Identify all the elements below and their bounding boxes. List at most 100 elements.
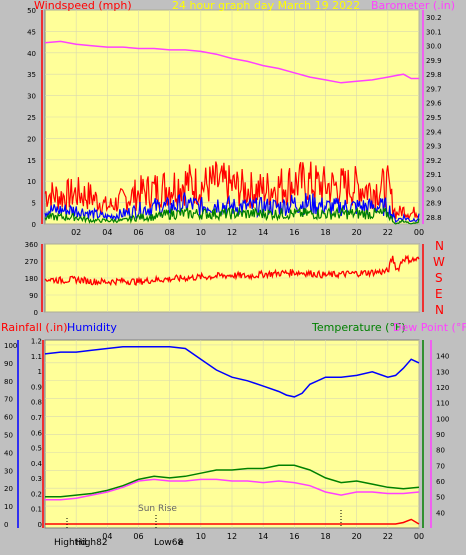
tick-label-temperature: 60 xyxy=(436,478,445,486)
high-value: High82 xyxy=(75,538,107,548)
tick-label-temperature: 110 xyxy=(436,400,449,408)
low-suffix: e xyxy=(178,538,184,548)
tick-label-rainfall: 0.1 xyxy=(31,506,42,514)
tick-label-humidity: 90 xyxy=(4,360,13,368)
rainfall-line xyxy=(45,518,420,525)
temperature-axis-title: Temperature (°F) xyxy=(311,321,406,334)
wind-direction-trace xyxy=(44,254,420,287)
barometer-line xyxy=(44,40,419,84)
tick-label-humidity: 100 xyxy=(4,342,17,350)
tick-label-direction: 90 xyxy=(29,292,38,300)
tick-label-direction: 360 xyxy=(25,241,38,249)
x-tick-label-lower: 10 xyxy=(196,532,206,541)
tick-label-humidity: 30 xyxy=(4,467,13,475)
tick-label-rainfall: 1.2 xyxy=(31,338,42,346)
low-value: Low68 xyxy=(154,538,183,548)
tick-label-temperature: 100 xyxy=(436,415,449,423)
tick-label-barometer: 29.9 xyxy=(426,57,442,65)
tick-label-temperature: 140 xyxy=(436,353,449,361)
tick-label-rainfall: 1 xyxy=(38,368,42,376)
tick-label-barometer: 29.2 xyxy=(426,157,442,165)
tick-label-windspeed: 35 xyxy=(27,71,36,79)
tick-label-windspeed: 20 xyxy=(27,135,36,143)
tick-label-humidity: 70 xyxy=(4,396,13,404)
tick-label-windspeed: 15 xyxy=(27,157,36,165)
low-tide-label: Low68e xyxy=(154,538,184,548)
tick-label-rainfall: 0.3 xyxy=(31,475,42,483)
tick-label-barometer: 29.3 xyxy=(426,143,442,151)
tick-label-barometer: 30.0 xyxy=(426,43,442,51)
tick-label-humidity: 40 xyxy=(4,449,13,457)
tick-label-temperature: 40 xyxy=(436,509,445,517)
tick-label-rainfall: 0.7 xyxy=(31,414,42,422)
tick-label-rainfall: 0 xyxy=(38,521,42,529)
tick-label-windspeed: 25 xyxy=(27,114,36,122)
dewpoint-axis-title: Dew Point (°F) xyxy=(393,321,466,334)
rainfall-axis-title: Rainfall (.in) xyxy=(1,321,68,334)
barometer-axis-title: Barometer (.in) xyxy=(371,0,455,12)
tick-label-rainfall: 0.2 xyxy=(31,490,42,498)
tick-label-windspeed: 5 xyxy=(32,200,36,208)
tick-label-barometer: 29.8 xyxy=(426,71,442,79)
tick-label-barometer: 28.8 xyxy=(426,214,442,222)
tick-label-humidity: 0 xyxy=(4,521,8,529)
x-tick-label-wind: 00 xyxy=(414,228,424,237)
x-tick-label-wind: 02 xyxy=(71,228,81,237)
x-tick-label-wind: 10 xyxy=(196,228,206,237)
x-tick-label-lower: 00 xyxy=(414,532,424,541)
tick-label-windspeed: 50 xyxy=(27,7,36,15)
compass-label-e: E xyxy=(435,287,443,301)
tick-label-barometer: 28.9 xyxy=(426,200,442,208)
humidity-line xyxy=(44,345,420,398)
tick-label-temperature: 70 xyxy=(436,462,445,470)
tick-label-barometer: 30.1 xyxy=(426,28,442,36)
tick-label-windspeed: 0 xyxy=(32,221,36,229)
x-tick-label-wind: 08 xyxy=(165,228,175,237)
tick-label-temperature: 90 xyxy=(436,431,445,439)
tick-label-windspeed: 40 xyxy=(27,50,36,58)
tick-label-humidity: 80 xyxy=(4,378,13,386)
humidity-axis-title: Humidity xyxy=(67,321,117,334)
tick-label-direction: 180 xyxy=(25,275,38,283)
sunrise-label: Sun Rise xyxy=(138,504,177,514)
x-tick-label-wind: 06 xyxy=(133,228,143,237)
tick-label-humidity: 20 xyxy=(4,485,13,493)
tick-label-humidity: 60 xyxy=(4,414,13,422)
x-tick-label-wind: 04 xyxy=(102,228,112,237)
tick-label-windspeed: 10 xyxy=(27,178,36,186)
windspeed-axis-title: Windspeed (mph) xyxy=(34,0,132,12)
high-tide-label: HightidHigh82 xyxy=(54,538,108,548)
tick-label-rainfall: 0.9 xyxy=(31,383,42,391)
x-tick-label-wind: 12 xyxy=(227,228,237,237)
x-tick-label-lower: 12 xyxy=(227,532,237,541)
tick-label-rainfall: 1.1 xyxy=(31,353,42,361)
tick-label-direction: 270 xyxy=(25,258,38,266)
compass-label-w: W xyxy=(433,255,445,269)
chart-title: 24 hour graph day March 19 2022 xyxy=(172,0,360,12)
tick-label-windspeed: 45 xyxy=(27,28,36,36)
wind-gust-trace xyxy=(44,161,420,221)
x-tick-label-lower: 18 xyxy=(320,532,330,541)
wind-low-trace xyxy=(44,206,420,225)
tick-label-barometer: 29.1 xyxy=(426,171,442,179)
tick-label-barometer: 29.7 xyxy=(426,85,442,93)
tick-label-rainfall: 0.8 xyxy=(31,399,42,407)
tick-label-barometer: 29.4 xyxy=(426,128,442,136)
tick-label-temperature: 50 xyxy=(436,494,445,502)
dewpoint-line xyxy=(45,478,420,501)
x-tick-label-wind: 22 xyxy=(383,228,393,237)
compass-label-n-bottom: N xyxy=(435,303,444,317)
tick-label-windspeed: 30 xyxy=(27,93,36,101)
tick-label-rainfall: 0.5 xyxy=(31,445,42,453)
tick-label-temperature: 80 xyxy=(436,447,445,455)
x-tick-label-lower: 20 xyxy=(352,532,362,541)
x-tick-label-wind: 16 xyxy=(289,228,299,237)
compass-label-s: S xyxy=(435,271,443,285)
tick-label-humidity: 10 xyxy=(4,503,13,511)
tick-label-humidity: 50 xyxy=(4,431,13,439)
x-tick-label-wind: 18 xyxy=(320,228,330,237)
tick-label-barometer: 29.0 xyxy=(426,185,442,193)
x-tick-label-lower: 16 xyxy=(289,532,299,541)
